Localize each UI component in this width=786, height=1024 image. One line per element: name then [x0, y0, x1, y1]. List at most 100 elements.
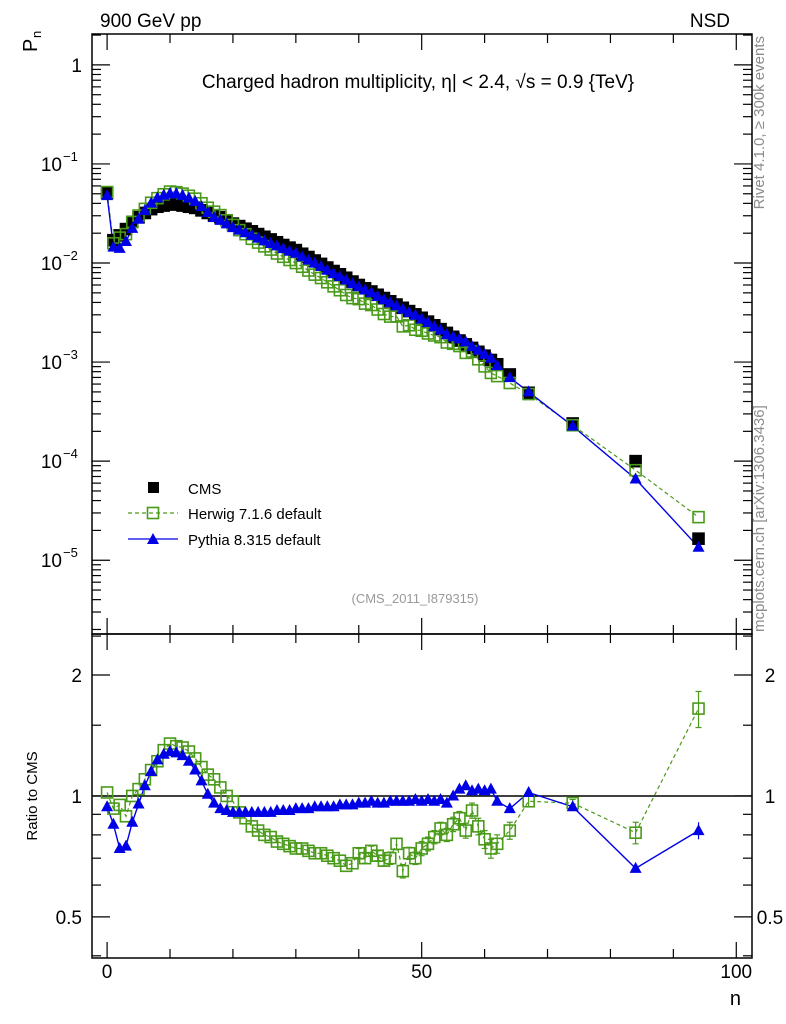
pythia-ratio-point	[201, 787, 214, 799]
pythia-point	[233, 223, 246, 235]
pythia-point	[101, 189, 114, 201]
legend-cms-label: CMS	[188, 481, 221, 498]
pythia-point	[377, 293, 390, 305]
pythia-ratio-point	[629, 861, 642, 873]
pythia-ratio-point	[126, 815, 139, 827]
pythia-point	[333, 269, 346, 281]
pythia-point	[466, 340, 479, 352]
y-axis-label: P n	[20, 31, 44, 52]
pythia-ratio-point	[151, 753, 164, 765]
pythia-point	[491, 359, 504, 371]
herwig-ratio-point	[100, 786, 114, 799]
x-tick-label: 0	[102, 962, 113, 983]
legend-cms-marker	[148, 482, 159, 493]
pythia-ratio-point	[101, 800, 114, 812]
herwig-ratio-point	[472, 820, 485, 833]
herwig-ratio-point	[119, 809, 133, 823]
pythia-point	[371, 290, 384, 302]
pythia-point	[390, 299, 403, 311]
herwig-ratio-point	[465, 804, 479, 817]
pythia-point	[289, 246, 302, 258]
pythia-point	[258, 234, 271, 246]
herwig-ratio-point	[629, 826, 642, 840]
pythia-point	[182, 191, 195, 203]
pythia-point	[220, 217, 233, 229]
herwig-point	[490, 369, 504, 383]
herwig-ratio-point	[383, 851, 397, 865]
herwig-ratio-point	[113, 798, 126, 812]
pythia-ratio-point	[145, 765, 158, 777]
pythia-ratio-point	[119, 839, 132, 851]
pythia-point	[403, 305, 416, 317]
pythia-ratio-point	[453, 782, 466, 794]
pythia-point	[384, 296, 397, 308]
legend: CMS Herwig 7.1.6 default Pythia 8.315 de…	[128, 481, 322, 549]
pythia-point	[522, 385, 535, 397]
pythia-ratio-point	[189, 763, 202, 775]
pythia-ratio-point	[459, 779, 472, 791]
pythia-point	[264, 236, 277, 248]
pythia-ratio-point	[440, 796, 453, 808]
rivet-label: Rivet 4.1.0, ≥ 300k events	[751, 36, 768, 209]
pythia-ratio-point	[491, 794, 504, 806]
y-tick-exponent: −3	[63, 347, 78, 362]
herwig-ratio-point	[503, 824, 517, 837]
pythia-point	[503, 371, 516, 383]
pythia-point	[327, 267, 340, 279]
y-tick-label: 10	[41, 254, 62, 275]
pythia-point	[138, 203, 151, 215]
x-tick-label: 100	[720, 962, 752, 983]
ratio-y-tick-label: 1	[71, 787, 82, 808]
pythia-point	[226, 221, 239, 233]
pythia-ratio-point	[138, 779, 151, 791]
pythia-point	[252, 231, 265, 243]
ratio-y-tick-label: 0.5	[56, 908, 82, 929]
pythia-ratio-point	[195, 774, 208, 786]
pythia-point	[302, 253, 315, 265]
pythia-ratio-point	[208, 796, 221, 808]
legend-herwig-marker	[146, 506, 160, 520]
pythia-ratio-point	[107, 817, 120, 829]
legend-herwig-label: Herwig 7.1.6 default	[188, 506, 322, 523]
pythia-point	[428, 320, 441, 332]
pythia-point	[195, 200, 208, 212]
herwig-ratio-point	[226, 794, 240, 808]
y-tick-label: 10	[41, 452, 62, 473]
pythia-point	[277, 242, 290, 254]
pythia-ratio-point	[484, 782, 497, 794]
pythia-point	[315, 260, 328, 272]
y-axis-label-sub: n	[29, 31, 44, 38]
pythia-point	[270, 239, 283, 251]
pythia-point	[629, 472, 642, 484]
pythia-ratio-point	[176, 749, 189, 761]
herwig-ratio-point	[490, 837, 504, 851]
herwig-point	[692, 510, 705, 524]
pythia-point	[176, 189, 189, 201]
x-axis-label: n	[730, 988, 741, 1010]
pythia-ratio-point	[692, 824, 705, 836]
herwig-ratio-point	[459, 824, 473, 837]
pythia-point	[321, 263, 334, 275]
herwig-line	[106, 190, 699, 518]
ratio-axis-label: Ratio to CMS	[24, 751, 41, 840]
pythia-point	[472, 343, 485, 355]
pythia-point	[308, 256, 321, 268]
y-tick-exponent: −5	[63, 545, 78, 560]
pythia-ratio-point	[522, 785, 535, 797]
pythia-point	[352, 280, 365, 292]
pythia-ratio-point	[170, 746, 183, 758]
pythia-point	[201, 206, 214, 218]
herwig-ratio-point	[440, 828, 454, 842]
y-tick-label: 10	[41, 551, 62, 572]
legend-pythia-label: Pythia 8.315 default	[188, 532, 321, 549]
pythia-point	[346, 277, 359, 289]
pythia-point	[421, 316, 434, 328]
herwig-ratio-line	[106, 708, 700, 874]
chart-title: Charged hadron multiplicity, η| < 2.4, √…	[202, 72, 634, 93]
cms-point	[629, 454, 642, 468]
y-tick-label: 1	[71, 56, 82, 77]
pythia-point	[459, 335, 472, 347]
pythia-point	[119, 234, 132, 246]
